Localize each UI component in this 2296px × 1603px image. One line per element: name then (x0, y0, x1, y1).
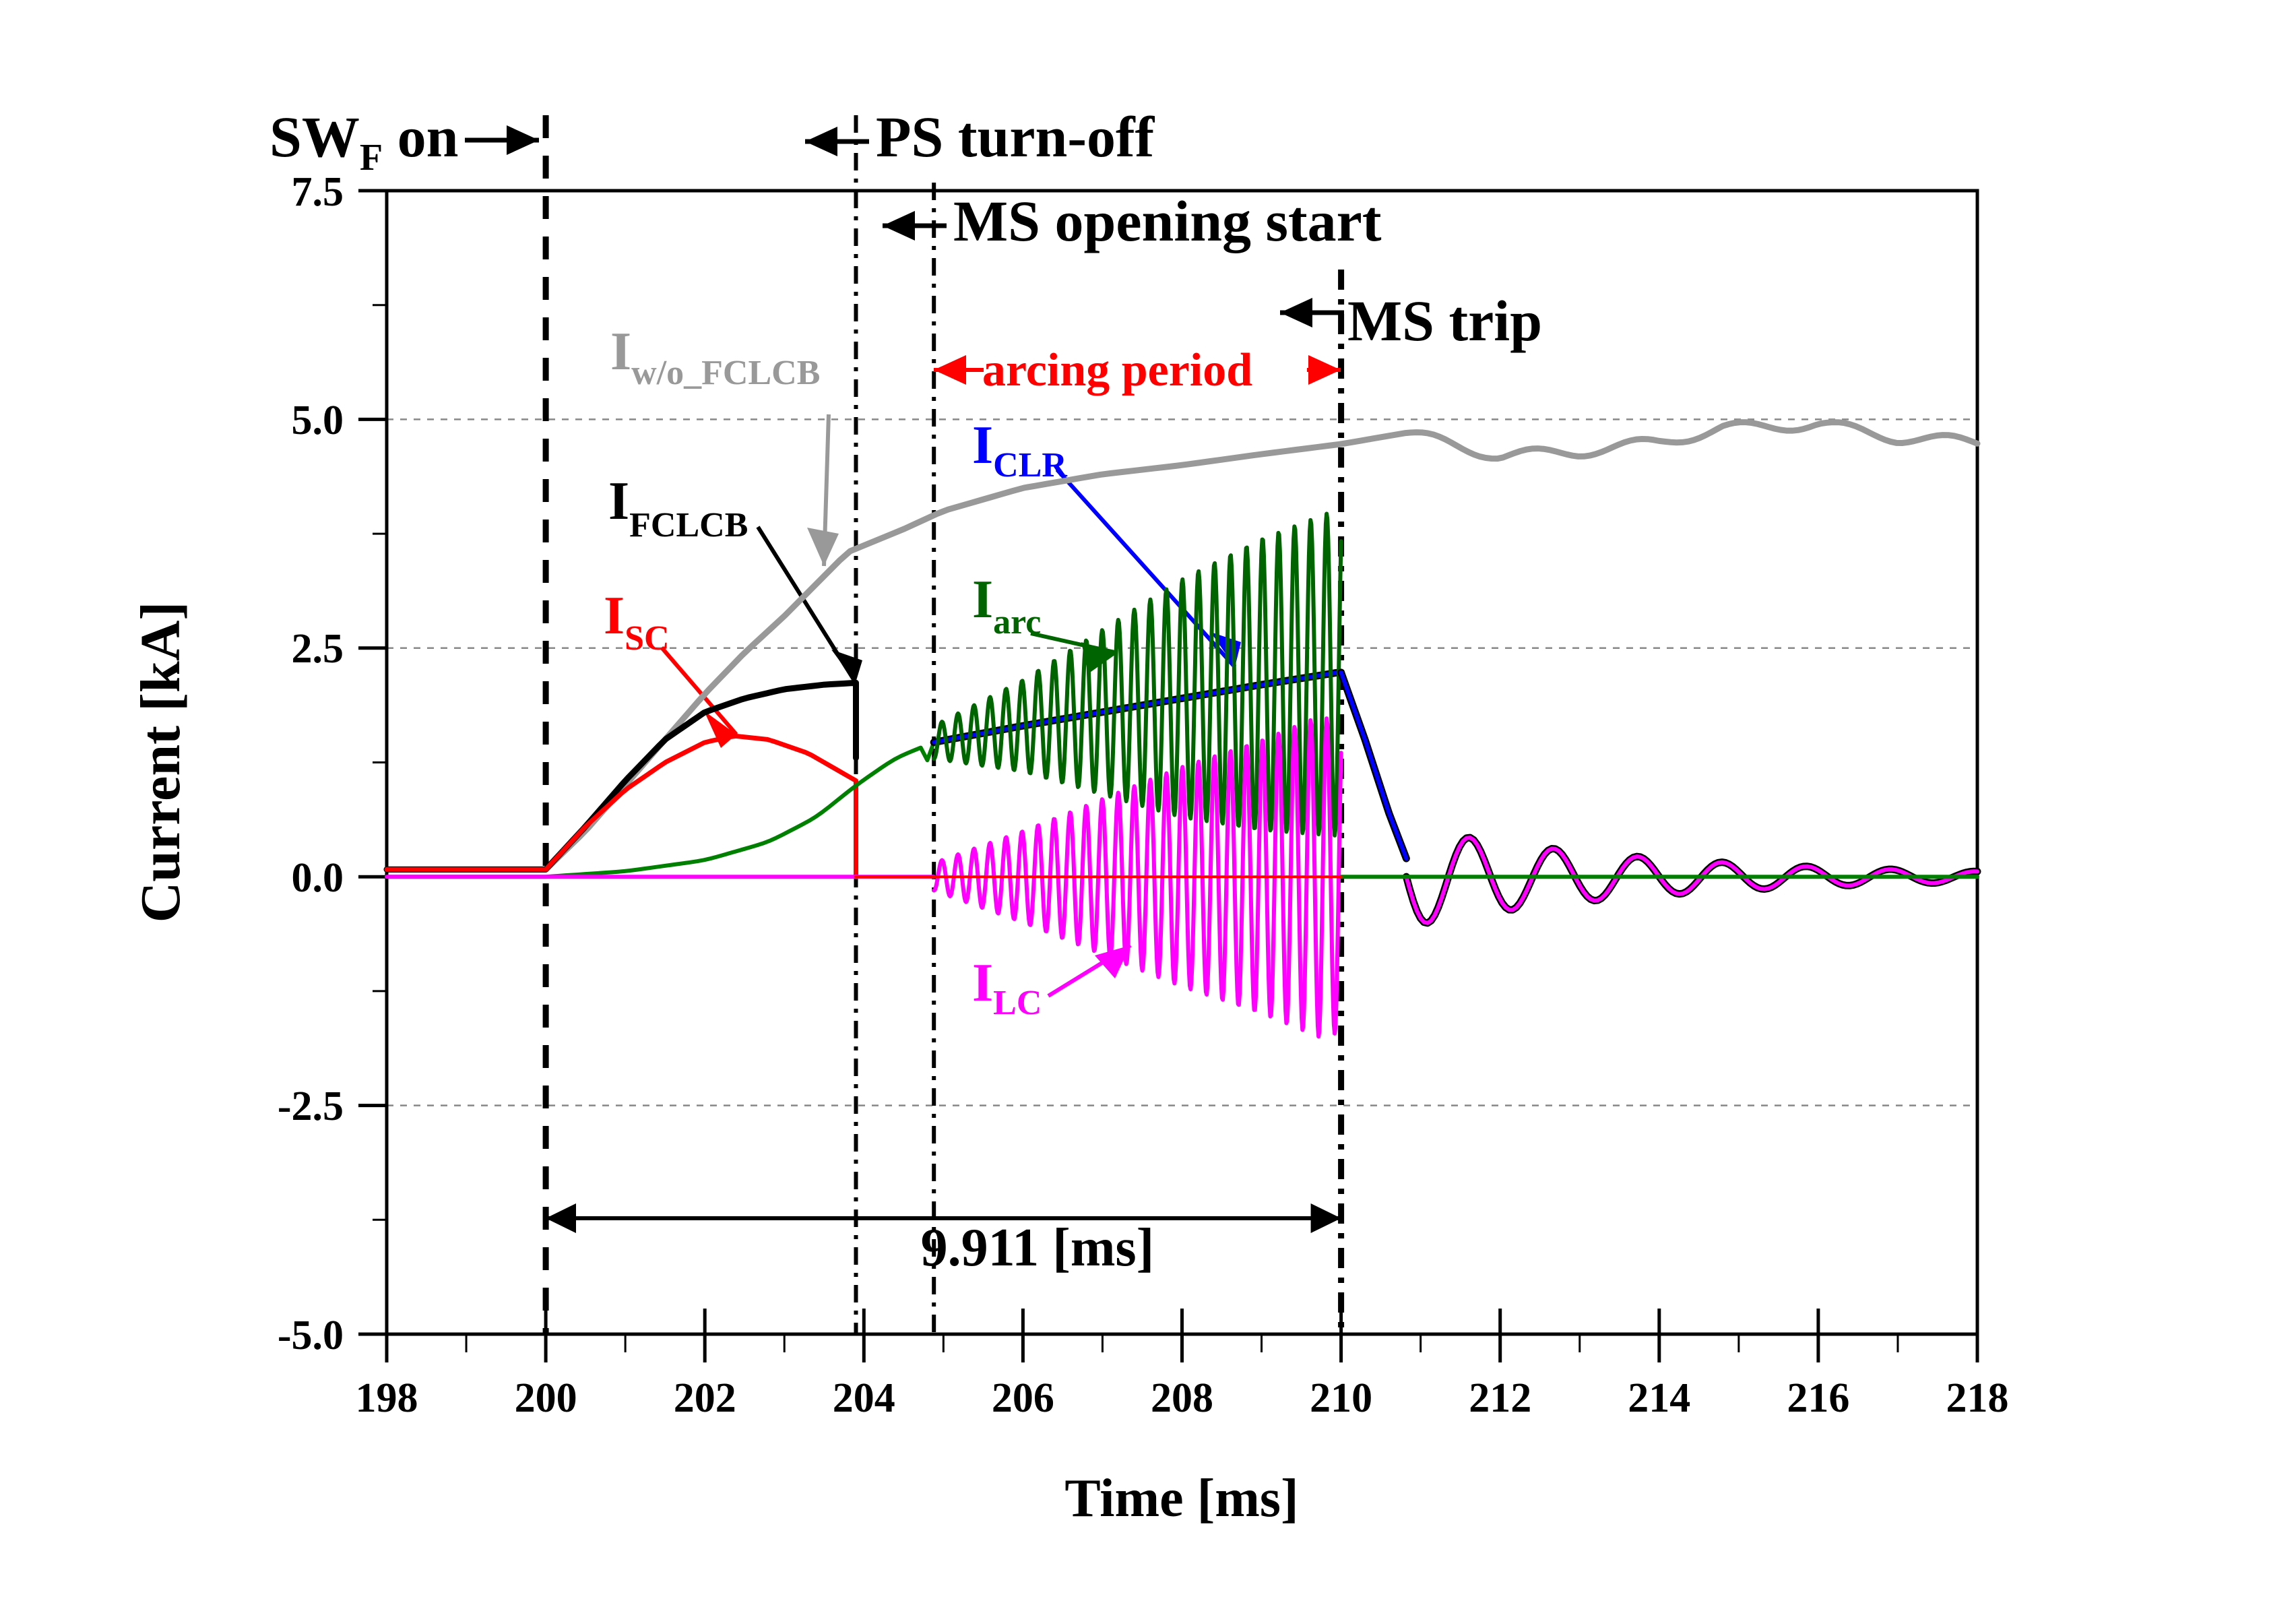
svg-text:214: 214 (1628, 1375, 1690, 1421)
svg-text:198: 198 (356, 1375, 418, 1421)
svg-text:210: 210 (1310, 1375, 1372, 1421)
svg-text:200: 200 (515, 1375, 577, 1421)
svg-text:212: 212 (1469, 1375, 1531, 1421)
svg-text:5.0: 5.0 (292, 398, 344, 443)
svg-text:arcing period: arcing period (982, 344, 1252, 396)
svg-text:0.0: 0.0 (292, 855, 344, 901)
svg-text:206: 206 (992, 1375, 1054, 1421)
svg-text:Current [kA]: Current [kA] (129, 602, 192, 923)
svg-text:9.911 [ms]: 9.911 [ms] (921, 1218, 1155, 1278)
svg-text:218: 218 (1946, 1375, 2009, 1421)
svg-text:208: 208 (1151, 1375, 1213, 1421)
svg-text:7.5: 7.5 (292, 169, 344, 215)
svg-text:204: 204 (833, 1375, 895, 1421)
svg-text:202: 202 (674, 1375, 736, 1421)
svg-text:216: 216 (1787, 1375, 1849, 1421)
svg-text:MS trip: MS trip (1347, 288, 1542, 353)
svg-text:2.5: 2.5 (292, 626, 344, 672)
svg-text:-5.0: -5.0 (278, 1313, 344, 1358)
svg-text:PS turn-off: PS turn-off (876, 104, 1155, 169)
svg-text:MS opening start: MS opening start (953, 189, 1382, 253)
svg-text:-2.5: -2.5 (278, 1083, 344, 1129)
svg-text:Time [ms]: Time [ms] (1064, 1469, 1298, 1528)
